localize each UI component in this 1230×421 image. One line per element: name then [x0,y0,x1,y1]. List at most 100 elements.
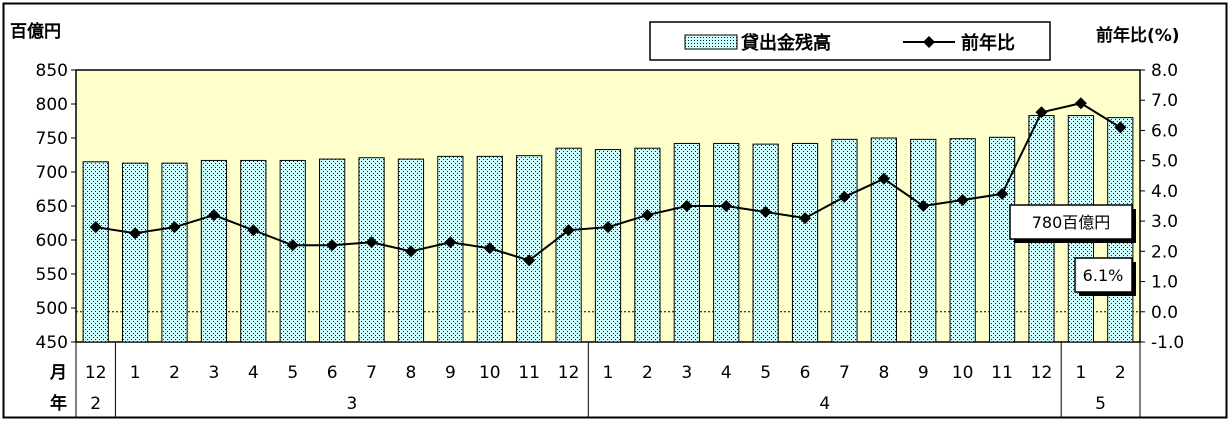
line-point [1114,121,1127,134]
category-axis: 12 1 2 3 4 5 6 7 8 9 10 11 12 1 2 3 4 5 6 7 8 9 10 11 12 1 22 3 4 5 [75,342,1141,417]
month-label: 12 [1031,363,1053,383]
callout-balance: 780百億円 [1009,204,1136,243]
year-label: 4 [819,394,830,414]
legend-line-marker [923,36,935,48]
year-label: 3 [346,394,357,414]
month-label: 6 [800,363,811,383]
month-label: 1 [1075,363,1086,383]
month-label: 8 [406,363,417,383]
left-tick-label: 650 [36,197,68,217]
bar [161,162,188,343]
month-label: 4 [721,363,732,383]
line-point [838,190,851,203]
bar [240,159,267,343]
month-label: 3 [209,363,220,383]
left-axis-title: 百億円 [10,21,61,42]
month-label: 9 [918,363,929,383]
month-label: 10 [479,363,501,383]
callout-yoy-box [1074,257,1133,293]
month-label: 4 [248,363,259,383]
month-label: 3 [681,363,692,383]
left-tick-label: 700 [36,163,68,183]
line-point [89,221,102,234]
month-label: 10 [952,363,974,383]
bar [870,137,897,343]
month-label: 9 [445,363,456,383]
month-label: 11 [991,363,1013,383]
month-label: 1 [603,363,614,383]
line-point [996,187,1009,200]
line-point [680,200,693,212]
month-label: 2 [642,363,653,383]
month-row-label: 月 [49,363,67,383]
line-point [168,221,181,234]
bar [200,159,228,343]
bar [673,142,700,343]
bar [594,149,622,343]
line-point [956,193,969,206]
month-label: 12 [85,363,107,383]
line-point [877,172,890,185]
right-tick-label: 4.0 [1151,182,1178,202]
bar [713,142,740,343]
line-point [207,209,220,222]
bar [82,161,109,343]
month-label: 8 [878,363,889,383]
line-point [759,206,772,219]
line-point [917,200,930,212]
left-tick-label: 450 [36,333,68,353]
left-tick-label: 550 [36,265,68,285]
callout-yoy: 6.1% [1074,257,1136,296]
left-axis: 850 800 750 700 650 600 550 500 450 [36,61,76,353]
bar [437,155,464,343]
callout-balance-box [1009,204,1133,240]
bar [634,147,661,343]
month-label: 11 [518,363,540,383]
right-tick-label: 6.0 [1151,121,1178,141]
right-tick-label: 0.0 [1151,303,1178,323]
bar [752,143,779,343]
year-row-label: 年 [50,393,67,414]
bar [555,147,582,343]
year-label: 2 [90,394,101,414]
bar [831,138,858,343]
right-tick-label: 3.0 [1151,212,1178,232]
line-point [129,227,142,240]
line-point [1074,97,1087,110]
month-label: 6 [327,363,338,383]
bar [358,157,385,343]
line-point [562,224,575,237]
right-tick-label: 1.0 [1151,273,1178,293]
right-axis: 8.0 7.0 6.0 5.0 4.0 3.0 2.0 1.0 0.0 -1.0 [1140,61,1184,353]
month-label: 7 [839,363,850,383]
month-label: 2 [169,363,180,383]
bar [949,138,976,343]
line-point [1035,106,1048,119]
line-series [89,97,1127,267]
month-label: 12 [558,363,580,383]
left-tick-label: 600 [36,231,68,251]
legend-line-label: 前年比 [961,32,1015,54]
line-point [247,224,260,237]
line-point [602,221,614,234]
line-point [720,200,733,212]
line-point [365,236,378,249]
year-label: 5 [1095,394,1106,414]
left-tick-label: 750 [36,129,68,149]
bar [122,162,149,343]
line-point [444,236,457,249]
right-tick-label: 8.0 [1151,61,1178,81]
left-tick-label: 500 [36,299,68,319]
line-point [523,254,536,267]
left-tick-label: 800 [36,95,68,115]
line-point [326,239,339,252]
month-label: 7 [366,363,377,383]
bar [910,138,937,343]
line-point [799,212,812,225]
month-label: 5 [287,363,298,383]
bar [791,142,819,343]
month-label: 5 [760,363,771,383]
bar [516,155,543,343]
line-point [286,239,299,252]
